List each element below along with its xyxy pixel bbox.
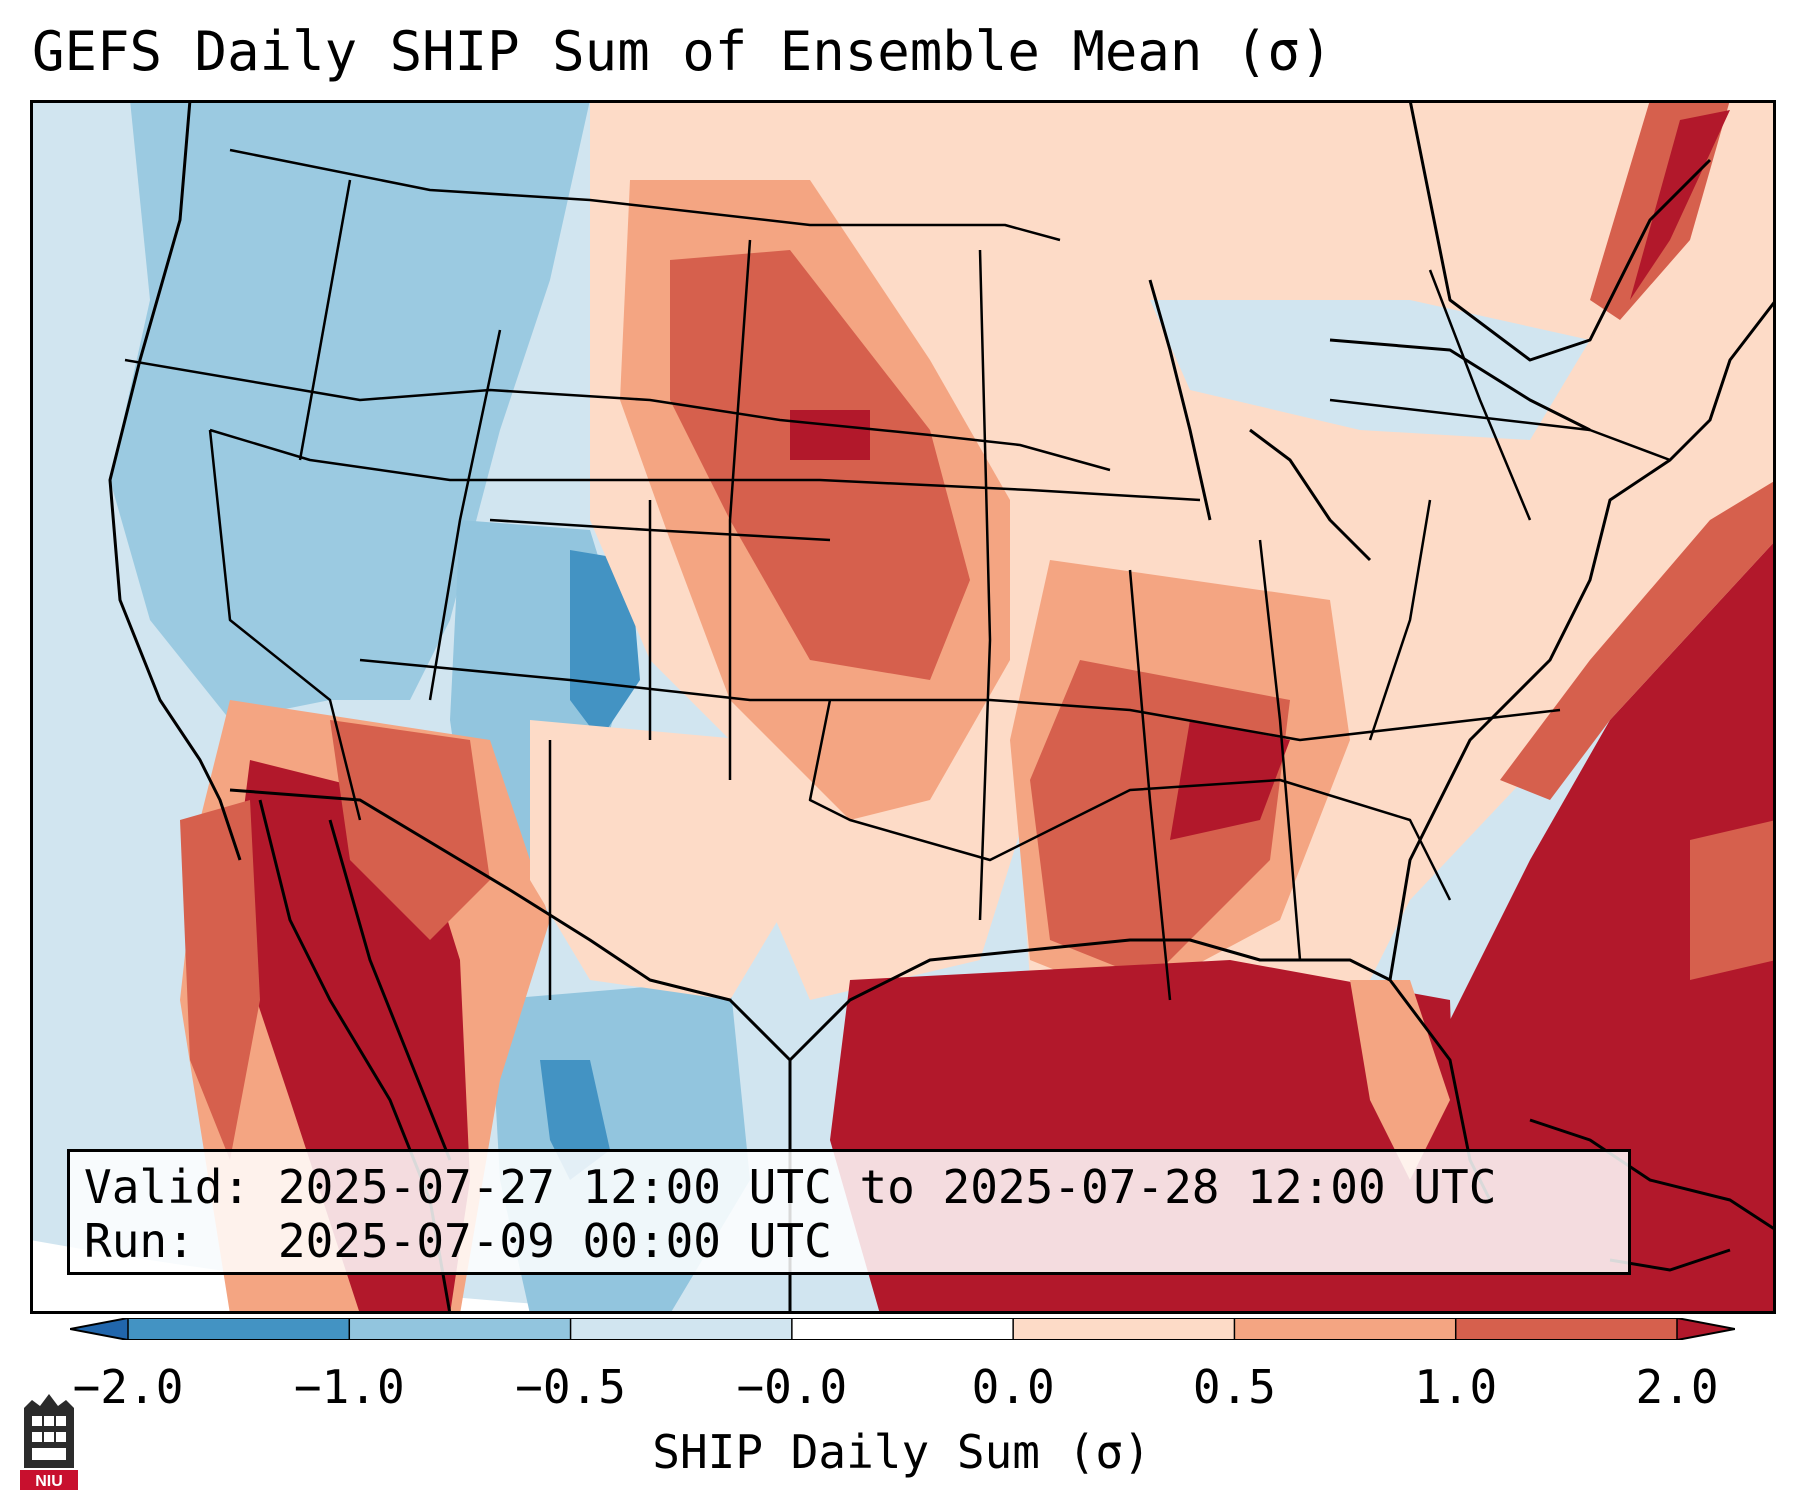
anomaly-nm-light-positive — [530, 720, 790, 1000]
colorbar-tick-label: −0.5 — [515, 1360, 626, 1414]
map-border — [30, 100, 1776, 1314]
anomaly-atlantic-extreme — [1430, 540, 1776, 1314]
valid-value: 2025-07-27 12:00 UTC to 2025-07-28 12:00… — [277, 1160, 1497, 1214]
anomaly-great-lakes-light-blue — [1150, 300, 1590, 440]
anomaly-sd-extreme — [790, 410, 870, 460]
colorbar-tick-label: −1.0 — [293, 1360, 405, 1414]
anomaly-colorado-dark-blue — [570, 550, 640, 740]
map-canvas — [30, 100, 1776, 1314]
run-value: 2025-07-09 00:00 UTC — [277, 1214, 832, 1268]
colorbar-bin — [70, 1318, 128, 1340]
anomaly-tennessee-extreme — [1170, 720, 1290, 840]
anomaly-mexico-coast-strong — [180, 800, 260, 1160]
niu-tower-logo: NIU — [18, 1390, 80, 1490]
colorbar-label: SHIP Daily Sum (σ) — [652, 1425, 1151, 1479]
anomaly-florida-moderate — [1350, 980, 1450, 1180]
map-panel — [30, 100, 1776, 1314]
coastlines — [108, 100, 1776, 1314]
chart-title: GEFS Daily SHIP Sum of Ensemble Mean (σ) — [32, 20, 1333, 83]
colorbar-bin — [791, 1318, 1014, 1340]
logo-text: NIU — [35, 1473, 63, 1490]
colorbar-bin — [128, 1318, 350, 1340]
colorbar-tick-label: 0.5 — [1192, 1360, 1276, 1414]
colorbar-bin — [1677, 1318, 1735, 1340]
colorbar-tick-label: 0.0 — [971, 1360, 1055, 1414]
colorbar-bin — [1234, 1318, 1457, 1340]
anomaly-atlantic-moderate-offshore — [1690, 820, 1776, 980]
anomaly-atlantic-strong — [1500, 480, 1776, 800]
anomaly-west-light-blue — [110, 100, 590, 720]
valid-run-info-box: Valid: 2025-07-27 12:00 UTC to 2025-07-2… — [67, 1149, 1631, 1275]
colorbar-bin — [349, 1318, 572, 1340]
run-label: Run: — [84, 1214, 195, 1268]
colorbar-canvas — [70, 1318, 1735, 1340]
colorbar-bin — [1455, 1318, 1678, 1340]
colorbar-bin — [1013, 1318, 1235, 1340]
colorbar — [70, 1318, 1735, 1340]
valid-label: Valid: — [84, 1160, 251, 1214]
anomaly-plains-strong — [670, 250, 970, 680]
colorbar-tick-label: 2.0 — [1635, 1360, 1719, 1414]
colorbar-bin — [570, 1318, 793, 1340]
colorbar-tick-label: −0.0 — [736, 1360, 848, 1414]
anomaly-st-lawrence-extreme — [1630, 110, 1730, 300]
colorbar-tick-label: −2.0 — [72, 1360, 184, 1414]
state-boundaries — [124, 148, 1671, 1001]
colorbar-tick-label: 1.0 — [1414, 1360, 1498, 1414]
